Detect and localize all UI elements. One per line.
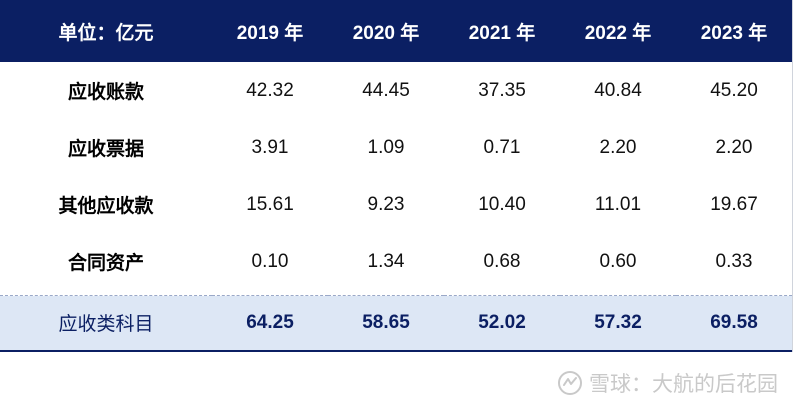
row-label: 合同资产 xyxy=(67,253,144,274)
row-label: 应收票据 xyxy=(67,139,144,160)
year-header: 2019 年 xyxy=(236,22,304,44)
receivables-table: 单位：亿元 2019 年 2020 年 2021 年 2022 年 2023 年… xyxy=(0,0,792,352)
table-header-row: 单位：亿元 2019 年 2020 年 2021 年 2022 年 2023 年 xyxy=(0,0,792,62)
total-cell: 52.02 xyxy=(444,295,560,352)
row-label: 其他应收款 xyxy=(58,196,154,217)
table-row-contract-assets: 合同资产 0.10 1.34 0.68 0.60 0.33 xyxy=(0,233,792,290)
table-cell: 42.32 xyxy=(246,79,294,101)
table-cell: 45.20 xyxy=(710,79,758,101)
watermark-text: 雪球：大航的后花园 xyxy=(589,372,778,396)
watermark: 雪球：大航的后花园 xyxy=(557,368,778,398)
table-cell: 0.68 xyxy=(483,250,521,272)
xueqiu-logo-icon xyxy=(557,370,583,396)
table-cell: 44.45 xyxy=(362,79,410,101)
table-cell: 0.60 xyxy=(599,250,637,272)
receivables-table-container: 单位：亿元 2019 年 2020 年 2021 年 2022 年 2023 年… xyxy=(0,0,793,352)
row-label: 应收账款 xyxy=(67,82,144,103)
table-cell: 2.20 xyxy=(715,136,753,158)
table-cell: 0.33 xyxy=(715,250,753,272)
table-row-accounts-receivable: 应收账款 42.32 44.45 37.35 40.84 45.20 xyxy=(0,62,792,119)
table-cell: 0.10 xyxy=(251,250,289,272)
total-cell: 57.32 xyxy=(560,295,676,352)
table-cell: 10.40 xyxy=(478,193,526,215)
table-cell: 1.09 xyxy=(367,136,405,158)
table-cell: 9.23 xyxy=(367,193,405,215)
year-header: 2021 年 xyxy=(468,22,536,44)
table-cell: 37.35 xyxy=(478,79,526,101)
table-cell: 2.20 xyxy=(599,136,637,158)
table-row-other-receivables: 其他应收款 15.61 9.23 10.40 11.01 19.67 xyxy=(0,176,792,233)
total-label: 应收类科目 xyxy=(0,295,212,352)
year-header: 2023 年 xyxy=(700,22,768,44)
total-cell: 64.25 xyxy=(212,295,328,352)
total-cell: 58.65 xyxy=(328,295,444,352)
table-cell: 40.84 xyxy=(594,79,642,101)
table-cell: 19.67 xyxy=(710,193,758,215)
total-cell: 69.58 xyxy=(676,295,792,352)
table-cell: 3.91 xyxy=(251,136,289,158)
table-cell: 0.71 xyxy=(483,136,521,158)
table-cell: 11.01 xyxy=(594,193,642,215)
year-header: 2020 年 xyxy=(352,22,420,44)
year-header: 2022 年 xyxy=(584,22,652,44)
table-row-notes-receivable: 应收票据 3.91 1.09 0.71 2.20 2.20 xyxy=(0,119,792,176)
table-cell: 1.34 xyxy=(367,250,405,272)
table-row-total: 应收类科目 64.25 58.65 52.02 57.32 69.58 xyxy=(0,295,792,352)
unit-label: 单位：亿元 xyxy=(58,22,154,44)
table-cell: 15.61 xyxy=(246,193,294,215)
